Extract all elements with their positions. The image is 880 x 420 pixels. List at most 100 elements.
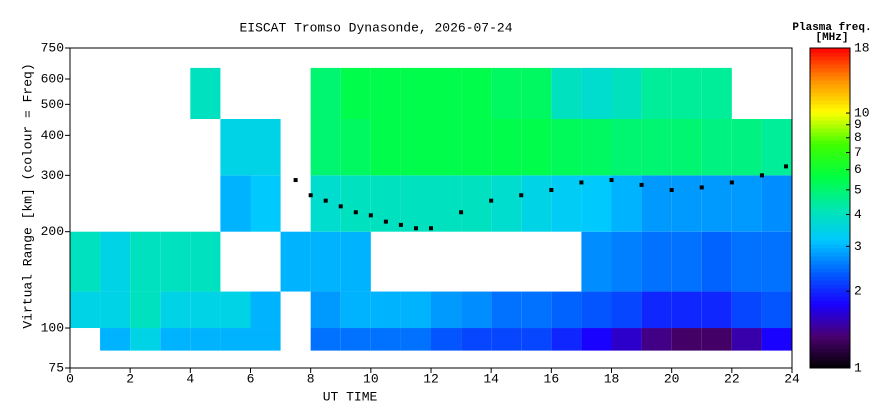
- colorbar-segment: [810, 188, 850, 193]
- colorbar-segment: [810, 276, 850, 281]
- heat-cell: [521, 67, 552, 119]
- heat-cell: [671, 118, 702, 176]
- heat-cell: [340, 328, 371, 351]
- colorbar-segment: [810, 172, 850, 177]
- heat-cell: [551, 175, 582, 232]
- heat-cell: [310, 175, 341, 232]
- colorbar-segment: [810, 68, 850, 73]
- x-axis-label: UT TIME: [323, 389, 378, 404]
- chart-title: EISCAT Tromso Dynasonde, 2026-07-24: [239, 20, 512, 35]
- colorbar-segment: [810, 96, 850, 101]
- heat-cell: [671, 67, 702, 119]
- y-tick-label: 300: [41, 168, 64, 183]
- y-tick-label: 100: [41, 320, 64, 335]
- colorbar-segment: [810, 356, 850, 361]
- heat-cell: [731, 328, 762, 351]
- trace-point: [639, 182, 644, 187]
- heat-cell: [190, 291, 221, 329]
- x-tick-label: 0: [66, 371, 74, 386]
- heat-cell: [491, 291, 522, 329]
- colorbar-segment: [810, 120, 850, 125]
- heat-cell: [521, 291, 552, 329]
- colorbar-segment: [810, 204, 850, 209]
- heat-cell: [250, 328, 281, 351]
- heat-cell: [491, 118, 522, 176]
- heat-cell: [461, 328, 492, 351]
- colorbar-segment: [810, 296, 850, 301]
- x-tick-label: 14: [483, 371, 499, 386]
- heat-cell: [220, 118, 251, 176]
- colorbar-title: Plasma freq.: [792, 22, 871, 34]
- x-tick-label: 24: [784, 371, 800, 386]
- colorbar-tick-label: 4: [854, 207, 862, 222]
- heat-cell: [100, 231, 131, 292]
- colorbar-segment: [810, 260, 850, 265]
- x-tick-label: 2: [126, 371, 134, 386]
- colorbar-segment: [810, 272, 850, 277]
- heat-cell: [340, 231, 371, 292]
- heat-cell: [521, 328, 552, 351]
- heat-cell: [671, 231, 702, 292]
- heat-cell: [731, 118, 762, 176]
- heat-cell: [461, 175, 492, 232]
- heat-cell: [431, 328, 462, 351]
- x-tick-label: 20: [664, 371, 680, 386]
- trace-point: [413, 226, 418, 231]
- colorbar-segment: [810, 196, 850, 201]
- trace-point: [759, 173, 764, 178]
- colorbar-segment: [810, 344, 850, 349]
- colorbar-segment: [810, 168, 850, 173]
- heat-cell: [340, 291, 371, 329]
- heat-cell: [280, 231, 311, 292]
- colorbar-segment: [810, 80, 850, 85]
- trace-point: [699, 185, 704, 190]
- trace-point: [383, 219, 388, 224]
- colorbar-segment: [810, 148, 850, 153]
- heat-cell: [400, 67, 431, 119]
- heat-cell: [611, 328, 642, 351]
- colorbar-segment: [810, 248, 850, 253]
- colorbar-segment: [810, 108, 850, 113]
- heat-cell: [551, 328, 582, 351]
- trace-point: [489, 198, 494, 203]
- heat-cell: [491, 67, 522, 119]
- colorbar-segment: [810, 88, 850, 93]
- colorbar-segment: [810, 232, 850, 237]
- heat-cell: [521, 118, 552, 176]
- colorbar-segment: [810, 164, 850, 169]
- heat-cell: [581, 118, 612, 176]
- y-axis-label: Virtual Range [km] (colour = Freq): [20, 63, 35, 328]
- heat-cell: [130, 231, 161, 292]
- heat-cell: [611, 231, 642, 292]
- colorbar-segment: [810, 348, 850, 353]
- x-tick-label: 12: [423, 371, 439, 386]
- heat-cell: [190, 231, 221, 292]
- heat-cell: [310, 118, 341, 176]
- heat-cell: [761, 175, 792, 232]
- heat-cell: [731, 291, 762, 329]
- colorbar-segment: [810, 220, 850, 225]
- colorbar-segment: [810, 228, 850, 233]
- x-tick-label: 8: [307, 371, 315, 386]
- heat-cell: [160, 291, 191, 329]
- colorbar-segment: [810, 256, 850, 261]
- heat-cell: [310, 291, 341, 329]
- heat-cell: [761, 328, 792, 351]
- heat-cell: [641, 291, 672, 329]
- colorbar-segment: [810, 60, 850, 65]
- heat-cell: [400, 175, 431, 232]
- trace-point: [579, 180, 584, 185]
- colorbar-segment: [810, 292, 850, 297]
- colorbar-tick-label: 3: [854, 239, 862, 254]
- colorbar-segment: [810, 116, 850, 121]
- heat-cell: [701, 231, 732, 292]
- heat-cell: [611, 291, 642, 329]
- heat-cell: [310, 67, 341, 119]
- heat-cell: [370, 291, 401, 329]
- x-tick-label: 4: [186, 371, 194, 386]
- colorbar-segment: [810, 192, 850, 197]
- heat-cell: [491, 328, 522, 351]
- trace-point: [293, 178, 298, 183]
- colorbar-segment: [810, 240, 850, 245]
- colorbar-segment: [810, 268, 850, 273]
